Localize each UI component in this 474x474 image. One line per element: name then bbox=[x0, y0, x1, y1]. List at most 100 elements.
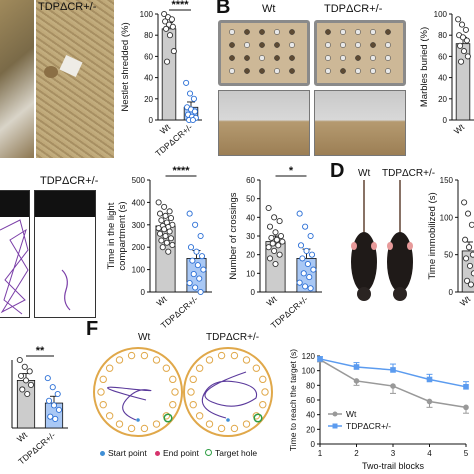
mouse-body-wt bbox=[351, 232, 377, 292]
maze-hole bbox=[189, 400, 197, 409]
y-tick-label: 60 bbox=[246, 176, 255, 185]
y-tick-label: 20 bbox=[438, 95, 447, 104]
maze-hole bbox=[205, 356, 214, 364]
marbles-chart: 0 20 40 60 80 100 Wt Marbles buried (%) bbox=[419, 10, 474, 136]
data-point bbox=[271, 214, 278, 221]
maze-hole bbox=[252, 364, 261, 372]
marble bbox=[244, 42, 250, 48]
marble bbox=[274, 68, 280, 74]
data-point bbox=[193, 248, 200, 255]
data-point bbox=[461, 199, 468, 206]
y-tick-label: 100 bbox=[140, 10, 154, 19]
data-point bbox=[47, 413, 54, 420]
data-point bbox=[272, 260, 279, 268]
marbles-overlay bbox=[229, 29, 391, 74]
data-point bbox=[302, 223, 309, 230]
maze-hole bbox=[105, 364, 114, 372]
y-axis-label: compartment (s) bbox=[117, 201, 128, 270]
photo-label-mutant-c: TDPΔCR+/- bbox=[40, 175, 99, 187]
mouse-paw-mutant bbox=[387, 242, 393, 250]
mouse-paw-wt bbox=[351, 242, 357, 250]
mouse-head-wt bbox=[357, 287, 371, 301]
nestlet-photo-mutant bbox=[36, 0, 114, 158]
immobilized-chart: 0 50 100 150 Wt Time immobilized (s) bbox=[427, 176, 474, 308]
maze-hole bbox=[97, 388, 105, 396]
data-point bbox=[167, 235, 175, 242]
data-point bbox=[458, 58, 465, 65]
data-point bbox=[170, 48, 177, 55]
latency-line-chart: 0 20 40 60 80 100 120 1 2 3 4 5 Two-trail blocks Time… bbox=[288, 349, 469, 471]
data-point bbox=[307, 232, 314, 240]
maze-track-mutant bbox=[201, 371, 258, 419]
data-point bbox=[466, 262, 474, 269]
significance-stars: **** bbox=[171, 0, 189, 11]
x-tick-label: 2 bbox=[354, 449, 359, 458]
photo-label-mutant-b: TDPΔCR+/- bbox=[324, 3, 383, 15]
data-point bbox=[156, 230, 164, 237]
marble bbox=[355, 29, 361, 35]
maze-hole bbox=[127, 351, 136, 360]
photo-label-mutant: TDPΔCR+/- bbox=[38, 1, 97, 13]
data-point bbox=[169, 23, 176, 30]
significance-stars: ** bbox=[36, 345, 45, 357]
mouse-shadow bbox=[44, 66, 58, 78]
y-tick-label: 80 bbox=[438, 31, 447, 40]
marble bbox=[325, 68, 331, 74]
mouse-track-wt bbox=[0, 219, 29, 315]
data-point bbox=[194, 262, 201, 269]
maze-hole bbox=[230, 424, 239, 433]
marble bbox=[244, 55, 250, 61]
data-point bbox=[276, 251, 283, 258]
data-point bbox=[169, 241, 176, 249]
y-tick-label: 0 bbox=[311, 440, 316, 449]
y-tick-label: 300 bbox=[132, 221, 146, 230]
y-tick-label: 0 bbox=[141, 288, 146, 297]
data-point bbox=[460, 48, 468, 55]
start-point bbox=[226, 418, 230, 422]
panel-letter-b: B bbox=[216, 0, 231, 18]
maze-track-wt bbox=[107, 386, 152, 421]
y-tick-label: 500 bbox=[132, 176, 146, 185]
data-point bbox=[19, 386, 26, 393]
marble bbox=[385, 55, 391, 61]
data-point bbox=[183, 79, 190, 86]
y-tick-label: 80 bbox=[306, 381, 315, 390]
maze-hole bbox=[115, 420, 124, 428]
marble bbox=[370, 68, 376, 74]
marble-cage-side-wt bbox=[218, 90, 310, 156]
marble bbox=[385, 68, 391, 74]
legend-end-label: End point bbox=[163, 448, 199, 458]
y-axis-label: Time immobilized (s) bbox=[427, 192, 438, 279]
marble bbox=[340, 29, 346, 35]
data-point bbox=[189, 116, 196, 124]
y-tick-label: 0 bbox=[443, 116, 448, 125]
mouse-head-mutant bbox=[393, 287, 407, 301]
maze-hole bbox=[152, 420, 161, 428]
data-point bbox=[17, 372, 25, 379]
maze-hole bbox=[105, 412, 114, 420]
maze-label-mutant: TDPΔCR+/- bbox=[206, 332, 260, 343]
x-tick-label: Wt bbox=[15, 429, 30, 444]
end-point-marker bbox=[155, 451, 160, 456]
x-axis-label: Two-trail blocks bbox=[362, 461, 425, 471]
maze-hole bbox=[242, 420, 251, 428]
nestlet-photo-wt bbox=[0, 0, 34, 158]
y-tick-label: 20 bbox=[306, 425, 315, 434]
y-tick-label: 150 bbox=[440, 176, 454, 185]
data-point bbox=[163, 239, 170, 246]
marble bbox=[274, 55, 280, 61]
data-point bbox=[186, 90, 194, 97]
maze-hole bbox=[115, 356, 124, 364]
x-tick-label: 3 bbox=[391, 449, 396, 458]
data-point bbox=[190, 271, 197, 278]
data-point bbox=[276, 218, 283, 225]
data-point bbox=[268, 234, 275, 241]
data-point bbox=[166, 208, 173, 215]
data-point bbox=[467, 281, 474, 288]
data-point bbox=[390, 383, 396, 389]
data-point bbox=[266, 223, 274, 230]
data-point bbox=[308, 251, 316, 258]
marble bbox=[289, 42, 295, 48]
maze-hole bbox=[252, 412, 261, 420]
